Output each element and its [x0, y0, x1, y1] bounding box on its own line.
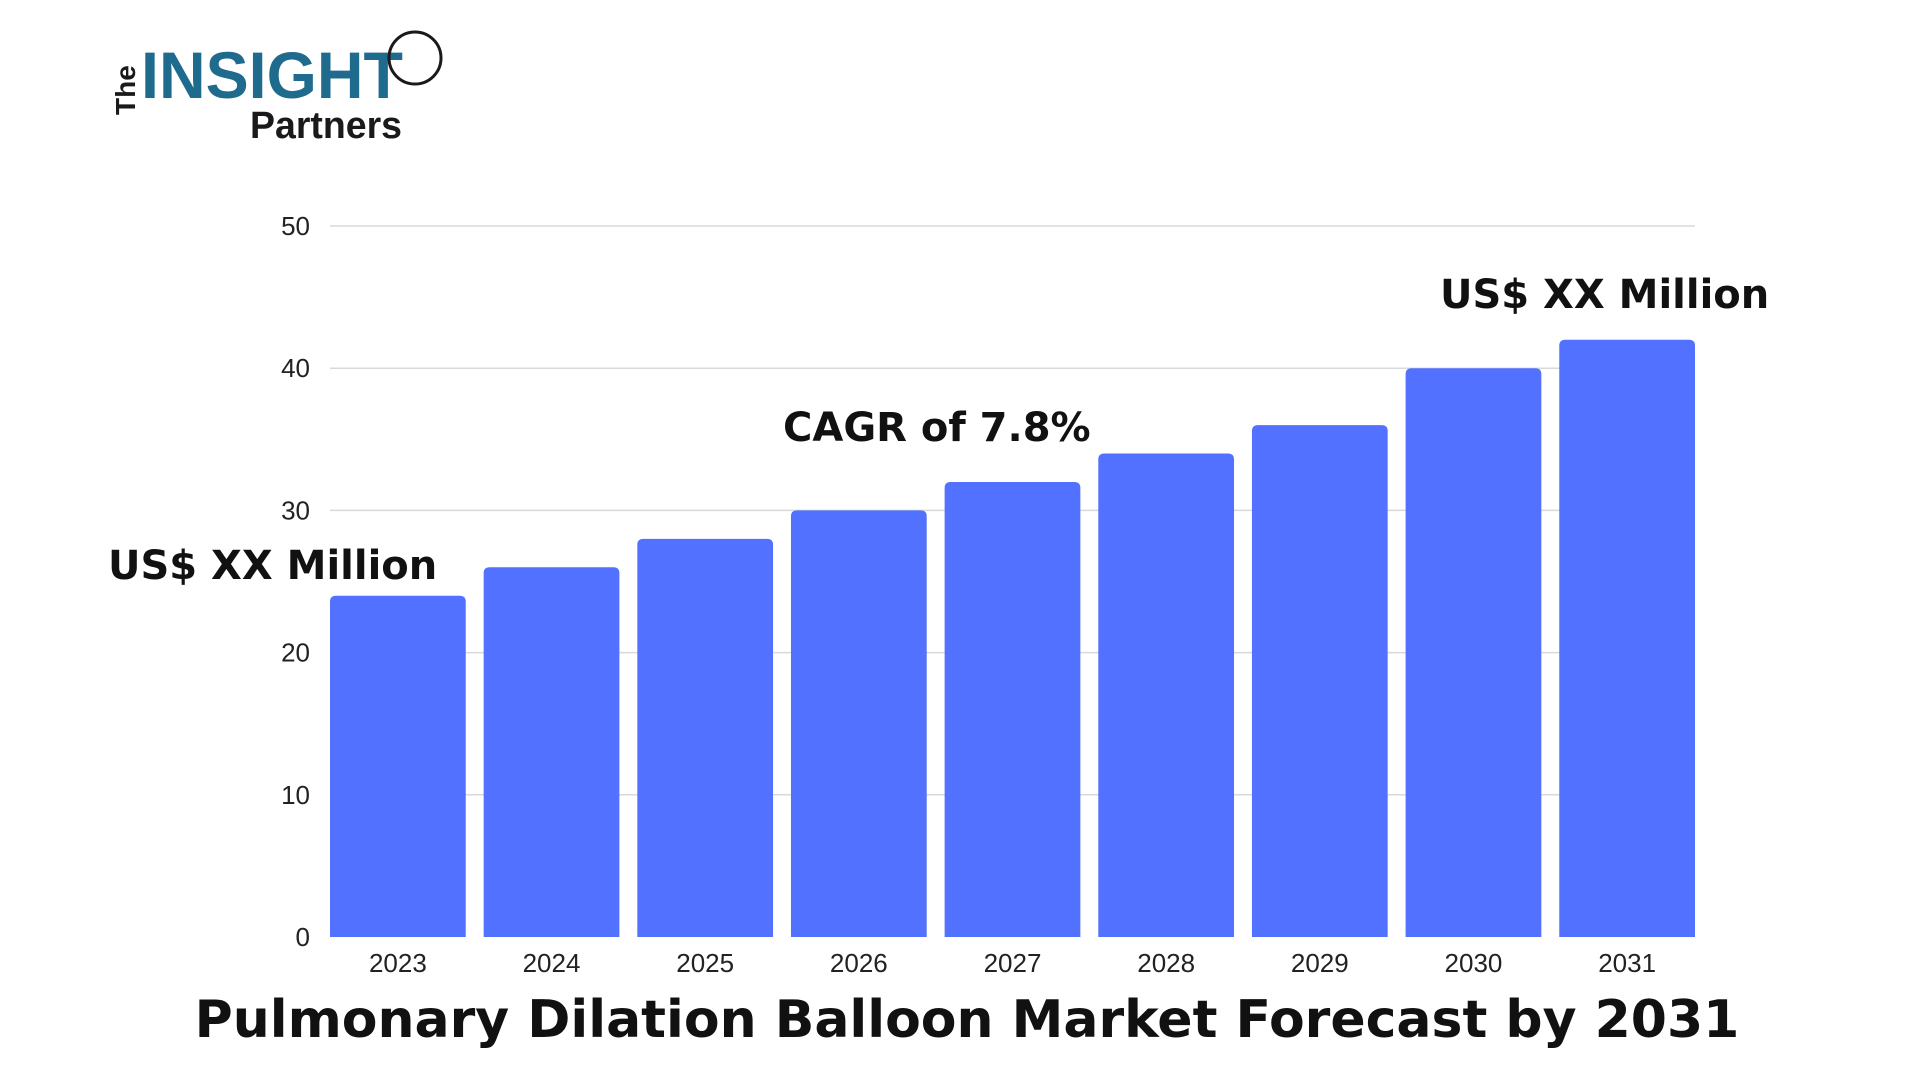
y-tick-label: 50 [281, 211, 310, 241]
annotation-start-value: US$ XX Million [108, 543, 437, 589]
bar-2027 [944, 481, 1081, 937]
y-axis-ticks: 0 10 20 30 40 50 [281, 211, 310, 952]
x-tick-label: 2031 [1598, 948, 1656, 978]
bar-2031 [1559, 339, 1695, 937]
bar-2029 [1251, 425, 1388, 937]
bar-2025 [637, 538, 774, 937]
y-tick-label: 10 [281, 780, 310, 810]
bar-2024 [483, 567, 620, 937]
annotation-end-value: US$ XX Million [1440, 272, 1769, 318]
y-tick-label: 20 [281, 638, 310, 668]
x-tick-label: 2025 [676, 948, 734, 978]
chart-title: Pulmonary Dilation Balloon Market Foreca… [195, 990, 1740, 1050]
bar-2028 [1098, 453, 1235, 937]
logo-magnifier-icon [387, 30, 443, 86]
logo-partners-text: Partners [250, 105, 402, 145]
x-tick-label: 2024 [523, 948, 581, 978]
bar-2030 [1405, 368, 1542, 937]
y-tick-label: 0 [296, 922, 310, 952]
annotation-cagr: CAGR of 7.8% [783, 405, 1091, 451]
logo-the-text: The [110, 65, 141, 115]
x-tick-label: 2029 [1291, 948, 1349, 978]
x-tick-label: 2028 [1137, 948, 1195, 978]
bar-2026 [790, 510, 927, 937]
y-tick-label: 30 [281, 495, 310, 525]
x-tick-label: 2023 [369, 948, 427, 978]
x-tick-label: 2030 [1445, 948, 1503, 978]
x-axis-ticks: 2023 2024 2025 2026 2027 2028 2029 2030 2031 [369, 948, 1656, 978]
y-tick-label: 40 [281, 353, 310, 383]
x-tick-label: 2027 [984, 948, 1042, 978]
bar-2023 [330, 595, 466, 937]
bars [330, 339, 1695, 937]
logo-insight-text: INSIGHT [141, 38, 403, 112]
x-tick-label: 2026 [830, 948, 888, 978]
the-insight-partners-logo: The INSIGHT Partners [110, 30, 443, 145]
